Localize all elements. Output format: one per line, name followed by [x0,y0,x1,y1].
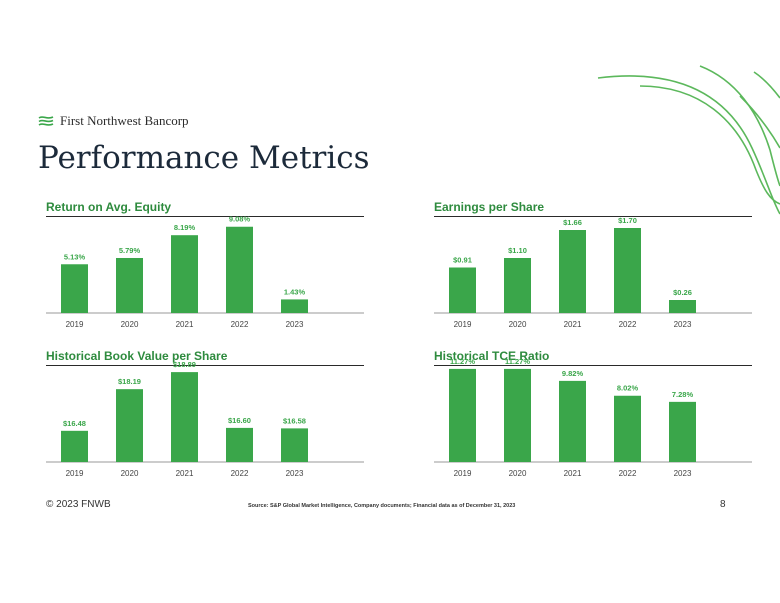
bvps-x-tick-2022: 2022 [231,469,249,478]
bvps-x-tick-2023: 2023 [286,469,304,478]
roe-value-label-2023: 1.43% [284,287,306,296]
bvps-bar-2019 [61,430,88,462]
eps-panel: Earnings per Share $0.91 2019 $1.10 2020 $1.… [434,200,752,340]
roe-x-tick-2022: 2022 [231,320,249,329]
roe-x-tick-2021: 2021 [176,320,194,329]
roe-panel: Return on Avg. Equity 5.13% 2019 5.79% 2020… [46,200,364,340]
bvps-value-label-2019: $16.48 [63,419,86,428]
eps-x-tick-2021: 2021 [564,320,582,329]
eps-x-tick-2022: 2022 [619,320,637,329]
tce-chart: 11.27% 2019 11.27% 2020 9.82% 2021 8.02% 2022 7.… [434,357,752,478]
tce-x-tick-2021: 2021 [564,469,582,478]
tce-x-tick-2019: 2019 [454,469,472,478]
roe-value-label-2022: 9.08% [229,215,251,224]
tce-value-label-2022: 8.02% [617,384,639,393]
eps-title: Earnings per Share [434,200,545,214]
bvps-x-tick-2019: 2019 [66,469,84,478]
tce-rule [434,365,752,366]
bvps-bar-2022 [226,427,253,462]
eps-bar-2023 [669,300,696,313]
eps-bar-2021 [559,230,586,313]
bank-logo-icon [38,116,54,126]
roe-value-label-2020: 5.79% [119,246,141,255]
roe-value-label-2019: 5.13% [64,252,86,261]
roe-bar-2019 [61,264,88,313]
tce-bar-2022 [614,395,641,462]
tce-x-tick-2023: 2023 [674,469,692,478]
bvps-panel: Historical Book Value per Share $16.48 20… [46,349,364,489]
bvps-value-label-2021: $18.89 [173,360,196,369]
eps-bar-2020 [504,258,531,313]
tce-value-label-2019: 11.27% [450,357,475,366]
tce-x-tick-2020: 2020 [509,469,527,478]
roe-bar-2020 [116,257,143,313]
roe-bar-2022 [226,226,253,313]
eps-value-label-2021: $1.66 [563,218,582,227]
tce-value-label-2021: 9.82% [562,369,584,378]
roe-title: Return on Avg. Equity [46,200,172,214]
eps-bar-2022 [614,228,641,313]
tce-value-label-2020: 11.27% [505,357,530,366]
bvps-bar-2023 [281,428,308,462]
bvps-bar-2021 [171,372,198,462]
bvps-title: Historical Book Value per Share [46,349,228,363]
roe-chart: 5.13% 2019 5.79% 2020 8.19% 2021 9.08% 2022 1.43… [46,215,364,329]
roe-value-label-2021: 8.19% [174,223,196,232]
bvps-x-tick-2020: 2020 [121,469,139,478]
eps-chart: $0.91 2019 $1.10 2020 $1.66 2021 $1.70 2022 $0.2… [434,216,752,329]
bvps-value-label-2023: $16.58 [283,416,306,425]
eps-value-label-2019: $0.91 [453,256,472,265]
eps-x-tick-2019: 2019 [454,320,472,329]
eps-value-label-2023: $0.26 [673,288,692,297]
bvps-chart: $16.48 2019 $18.19 2020 $18.89 2021 $16.60 2022… [46,360,364,478]
tce-panel: Historical TCE Ratio 11.27% 2019 11.27% 202… [434,349,752,489]
roe-x-tick-2023: 2023 [286,320,304,329]
tce-title: Historical TCE Ratio [434,349,550,363]
roe-rule [46,216,364,217]
tce-bar-2019 [449,368,476,462]
source-note: Source: S&P Global Market Intelligence, … [248,503,516,509]
tce-x-tick-2022: 2022 [619,469,637,478]
bvps-value-label-2022: $16.60 [228,416,251,425]
copyright: © 2023 FNWB [46,499,111,510]
eps-rule [434,216,752,217]
roe-x-tick-2020: 2020 [121,320,139,329]
brand-name: First Northwest Bancorp [60,113,189,128]
roe-x-tick-2019: 2019 [66,320,84,329]
tce-bar-2021 [559,380,586,462]
eps-x-tick-2020: 2020 [509,320,527,329]
eps-value-label-2020: $1.10 [508,246,527,255]
bvps-x-tick-2021: 2021 [176,469,194,478]
eps-x-tick-2023: 2023 [674,320,692,329]
tce-value-label-2023: 7.28% [672,390,694,399]
bvps-value-label-2020: $18.19 [118,377,141,386]
tce-bar-2023 [669,401,696,462]
bvps-bar-2020 [116,389,143,462]
bvps-rule [46,365,364,366]
tce-bar-2020 [504,368,531,462]
roe-bar-2023 [281,299,308,313]
brand-header: First Northwest Bancorp [38,113,189,129]
page-number: 8 [720,499,726,510]
page-title: Performance Metrics [38,140,370,176]
roe-bar-2021 [171,235,198,313]
eps-bar-2019 [449,267,476,313]
eps-value-label-2022: $1.70 [618,216,637,225]
